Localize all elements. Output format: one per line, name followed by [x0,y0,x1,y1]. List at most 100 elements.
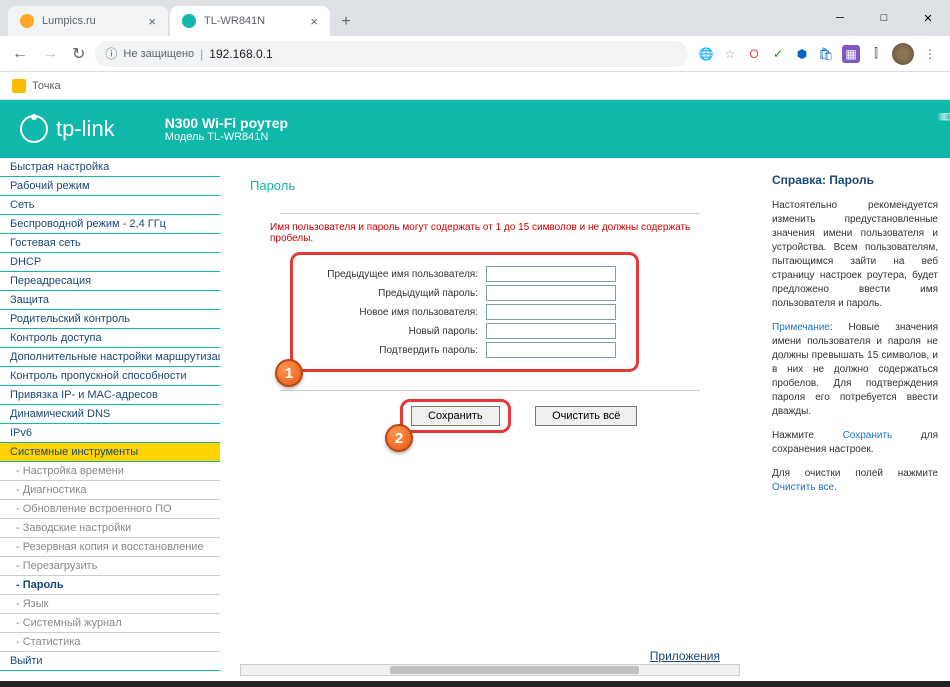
maximize-button[interactable]: □ [862,0,906,36]
sidebar-item[interactable]: Контроль пропускной способности [0,367,220,386]
tab-router[interactable]: TL-WR841N × [170,6,330,36]
save-button[interactable]: Сохранить [411,406,500,426]
sidebar-sub[interactable]: - Настройка времени [0,462,220,481]
sidebar-item[interactable]: Привязка IP- и MAC-адресов [0,386,220,405]
shield-icon[interactable]: ⬢ [794,46,810,62]
sidebar-item[interactable]: Гостевая сеть [0,234,220,253]
sidebar-item[interactable]: Динамический DNS [0,405,220,424]
form-row: Предыдущее имя пользователя: [303,266,616,282]
sidebar-item[interactable]: Переадресация [0,272,220,291]
clear-button[interactable]: Очистить всё [535,406,637,426]
input-new-pass[interactable] [486,323,616,339]
sidebar-item[interactable]: Защита [0,291,220,310]
save-link[interactable]: Сохранить [843,430,893,441]
input-new-user[interactable] [486,304,616,320]
extension-icons: 🌐 ☆ O ✓ ⬢ 🛍 ▦ ⫿ ⋮ [694,43,942,65]
sidebar-sub[interactable]: - Перезагрузить [0,557,220,576]
sidebar-sub[interactable]: - Язык [0,595,220,614]
input-confirm-pass[interactable] [486,342,616,358]
close-icon[interactable]: × [148,14,156,29]
sidebar-item-exit[interactable]: Выйти [0,652,220,671]
sidebar-sub[interactable]: - Заводские настройки [0,519,220,538]
check-icon[interactable]: ✓ [770,46,786,62]
opera-icon[interactable]: O [746,46,762,62]
profile-avatar[interactable] [892,43,914,65]
sidebar-item[interactable]: Рабочий режим [0,177,220,196]
close-button[interactable]: ✕ [906,0,950,36]
sidebar-item[interactable]: Дополнительные настройки маршрутизац [0,348,220,367]
sidebar-item[interactable]: IPv6 [0,424,220,443]
sidebar-item[interactable]: Беспроводной режим - 2,4 ГГц [0,215,220,234]
security-status: Не защищено [123,48,194,60]
ext-purple-icon[interactable]: ▦ [842,45,860,63]
menu-icon[interactable]: ⋮ [922,46,938,62]
main-content: Пароль Имя пользователя и пароль могут с… [220,158,760,678]
scrollbar-thumb[interactable] [390,666,639,674]
back-button[interactable]: ← [8,45,32,63]
annotation-marker-1: 1 [275,359,303,387]
form-row: Новый пароль: [303,323,616,339]
logo-icon [20,115,48,143]
sidebar-item[interactable]: Быстрая настройка [0,158,220,177]
label-new-user: Новое имя пользователя: [303,307,478,318]
sidebar-item[interactable]: DHCP [0,253,220,272]
clear-link[interactable]: Очистить все [772,482,834,493]
warning-text: Имя пользователя и пароль могут содержат… [250,222,730,244]
bookmark-item[interactable]: Точка [32,80,61,92]
label-new-pass: Новый пароль: [303,326,478,337]
sidebar-sub[interactable]: - Резервная копия и восстановление [0,538,220,557]
divider [280,213,700,214]
sidebar-sub[interactable]: - Системный журнал [0,614,220,633]
horizontal-scrollbar[interactable] [240,664,740,676]
new-tab-button[interactable]: + [332,8,360,36]
sidebar-item-system-tools[interactable]: Системные инструменты [0,443,220,462]
bookmark-folder-icon [12,79,26,93]
input-prev-user[interactable] [486,266,616,282]
star-icon[interactable]: ☆ [722,46,738,62]
url-text: 192.168.0.1 [209,47,272,61]
sidebar-sub-password[interactable]: - Пароль [0,576,220,595]
url-input[interactable]: ⓘ Не защищено | 192.168.0.1 [95,41,688,67]
minimize-button[interactable]: ─ [818,0,862,36]
help-p2: Примечание: Новые значения имени пользов… [772,321,938,419]
help-panel: Справка: Пароль Настоятельно рекомендует… [760,158,950,678]
sidebar-sub[interactable]: - Обновление встроенного ПО [0,500,220,519]
reload-button[interactable]: ↻ [68,44,89,64]
favicon-router [182,14,196,28]
apps-link[interactable]: Приложения [650,649,720,663]
help-title: Справка: Пароль [772,173,938,187]
sidebar: Быстрая настройка Рабочий режим Сеть Бес… [0,158,220,678]
bookmarks-bar: Точка [0,72,950,100]
tplink-logo: tp-link [20,115,115,143]
router-body: Быстрая настройка Рабочий режим Сеть Бес… [0,158,950,678]
sidebar-item[interactable]: Сеть [0,196,220,215]
form-row: Предыдущий пароль: [303,285,616,301]
header-text: N300 Wi-Fi роутер Модель TL-WR841N [165,115,288,143]
sidebar-item[interactable]: Родительский контроль [0,310,220,329]
router-header: tp-link N300 Wi-Fi роутер Модель TL-WR84… [0,100,950,158]
forward-button[interactable]: → [38,45,62,63]
tab-lumpics[interactable]: Lumpics.ru × [8,6,168,36]
input-prev-pass[interactable] [486,285,616,301]
list-icon[interactable]: ⫿ [868,46,884,62]
button-highlight-box: Сохранить 2 [400,399,511,433]
cart-icon[interactable]: 🛍 [818,46,834,62]
note-label: Примечание [772,322,830,333]
label-confirm-pass: Подтвердить пароль: [303,345,478,356]
sidebar-sub[interactable]: - Статистика [0,633,220,652]
form-highlight-box: Предыдущее имя пользователя: Предыдущий … [290,252,639,372]
window-controls: ─ □ ✕ [818,0,950,36]
close-icon[interactable]: × [310,14,318,29]
panel-title: Пароль [250,178,730,193]
sidebar-sub[interactable]: - Диагностика [0,481,220,500]
label-prev-pass: Предыдущий пароль: [303,288,478,299]
translate-icon[interactable]: 🌐 [698,46,714,62]
label-prev-user: Предыдущее имя пользователя: [303,269,478,280]
sidebar-item[interactable]: Контроль доступа [0,329,220,348]
model-title: N300 Wi-Fi роутер [165,115,288,131]
annotation-marker-2: 2 [385,424,413,452]
help-p3: Нажмите Сохранить для сохранения настрое… [772,429,938,457]
help-p1: Настоятельно рекомендуется изменить пред… [772,199,938,311]
browser-titlebar: Lumpics.ru × TL-WR841N × + ─ □ ✕ [0,0,950,36]
address-bar: ← → ↻ ⓘ Не защищено | 192.168.0.1 🌐 ☆ O … [0,36,950,72]
